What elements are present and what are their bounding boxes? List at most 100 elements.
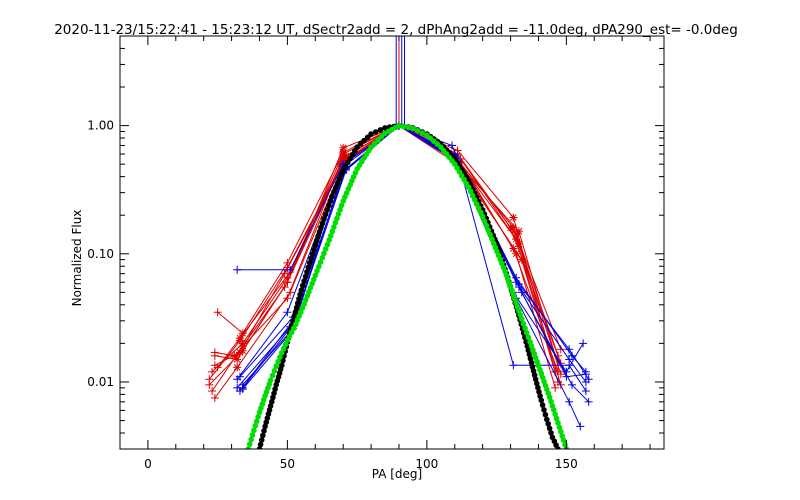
green-model-dot	[251, 427, 257, 434]
black-model-dot	[357, 141, 364, 147]
black-model-dot	[524, 343, 531, 350]
black-model-dot	[298, 287, 305, 294]
x-tick-label: 100	[415, 457, 438, 471]
green-model-dot	[419, 130, 426, 136]
green-model-dot	[465, 184, 472, 191]
plot-frame	[119, 35, 665, 450]
green-model-dot	[273, 363, 280, 369]
red-series-plus-marker	[283, 278, 292, 287]
green-model-dot	[487, 231, 493, 238]
red-series-line-0	[205, 121, 560, 389]
black-model-dot	[523, 339, 529, 345]
blue-series-polyline	[242, 124, 590, 390]
black-model-dot	[261, 428, 267, 434]
black-model-dot	[291, 313, 298, 320]
green-model-dot	[321, 250, 327, 257]
black-model-dot	[312, 242, 319, 248]
red-series-plus-marker	[213, 308, 222, 317]
black-model-dot	[292, 309, 299, 315]
black-model-dot	[293, 304, 300, 311]
green-model-dot	[489, 236, 495, 242]
blue-series-plus-marker	[238, 385, 247, 394]
black-model-dot	[309, 251, 316, 257]
green-model-dot	[375, 137, 381, 143]
black-model-dot	[332, 184, 339, 191]
red-series-plus-marker	[280, 269, 289, 278]
green-model-dot	[475, 205, 482, 211]
black-model-dot	[372, 129, 379, 135]
red-series-star-marker	[517, 255, 526, 264]
black-model-dot	[294, 300, 301, 307]
green-model-dot	[485, 227, 492, 233]
red-series-plus-marker	[556, 370, 565, 379]
green-model-dot	[396, 122, 402, 129]
green-model-dot	[328, 232, 334, 239]
red-series-polyline	[208, 125, 559, 380]
black-model-dot	[555, 446, 561, 449]
x-tick-label: 150	[555, 457, 578, 471]
green-model-dot	[322, 246, 329, 252]
green-model-dot	[255, 414, 261, 420]
green-model-dot	[483, 222, 490, 229]
red-series-line-9	[213, 121, 562, 372]
red-series-plus-marker	[280, 283, 289, 292]
blue-series-plus-marker	[509, 361, 518, 370]
green-model-dot	[253, 418, 260, 425]
red-series-star-marker	[509, 244, 518, 253]
red-series-plus-marker	[208, 387, 217, 396]
green-model-dot	[520, 320, 527, 327]
blue-series-line-2	[238, 121, 590, 392]
black-model-dot	[377, 127, 384, 133]
black-model-dot	[311, 246, 317, 253]
black-model-dot	[313, 238, 320, 244]
red-series-star-marker	[230, 351, 239, 360]
green-model-dot	[522, 325, 528, 332]
black-model-dot	[532, 376, 539, 383]
red-series-plus-marker	[213, 363, 222, 372]
blue-series-plus-marker	[286, 265, 295, 274]
black-model-dot	[305, 264, 312, 271]
black-model-dot	[258, 437, 265, 443]
green-model-dot	[552, 411, 558, 418]
black-model-dot	[327, 198, 334, 204]
black-model-dot	[296, 296, 302, 302]
green-model-dot	[338, 202, 345, 209]
green-model-dot	[312, 272, 319, 279]
green-model-dot	[525, 334, 532, 341]
x-tick-label: 0	[144, 457, 152, 471]
black-model-dot	[546, 425, 553, 432]
black-model-dot	[382, 125, 388, 131]
red-series-polyline	[214, 125, 562, 375]
red-series-star-marker	[233, 363, 242, 372]
red-series-plus-marker	[210, 348, 219, 357]
green-model-dot	[368, 144, 374, 150]
red-series-polyline	[217, 125, 562, 364]
black-model-dot	[338, 171, 345, 178]
green-model-dot	[319, 254, 326, 261]
black-model-dot	[306, 260, 313, 266]
black-model-dot	[272, 386, 278, 392]
black-model-dot	[545, 421, 551, 427]
red-series-polyline	[211, 125, 562, 392]
black-model-dot	[354, 144, 360, 150]
black-model-dot	[538, 397, 545, 404]
red-series-line-7	[208, 121, 565, 396]
green-model-dot	[335, 211, 342, 217]
blue-series-plus-marker	[233, 265, 242, 274]
black-model-dot	[542, 411, 549, 418]
black-model-dot	[548, 430, 554, 436]
red-series-polyline	[214, 125, 562, 366]
green-model-dot	[560, 437, 567, 444]
green-model-dot	[414, 127, 421, 134]
axes: 0 50 100 150 0.01 0.10 1.00	[87, 35, 665, 471]
green-model-dot	[326, 237, 333, 243]
green-model-dot	[259, 401, 266, 407]
green-model-dot	[467, 188, 474, 195]
green-model-dot	[558, 428, 564, 435]
green-model-dot	[246, 441, 253, 448]
black-model-dot	[269, 398, 275, 405]
black-model-dot	[536, 389, 542, 395]
black-model-dot	[308, 255, 314, 262]
black-model-dot	[336, 176, 343, 182]
